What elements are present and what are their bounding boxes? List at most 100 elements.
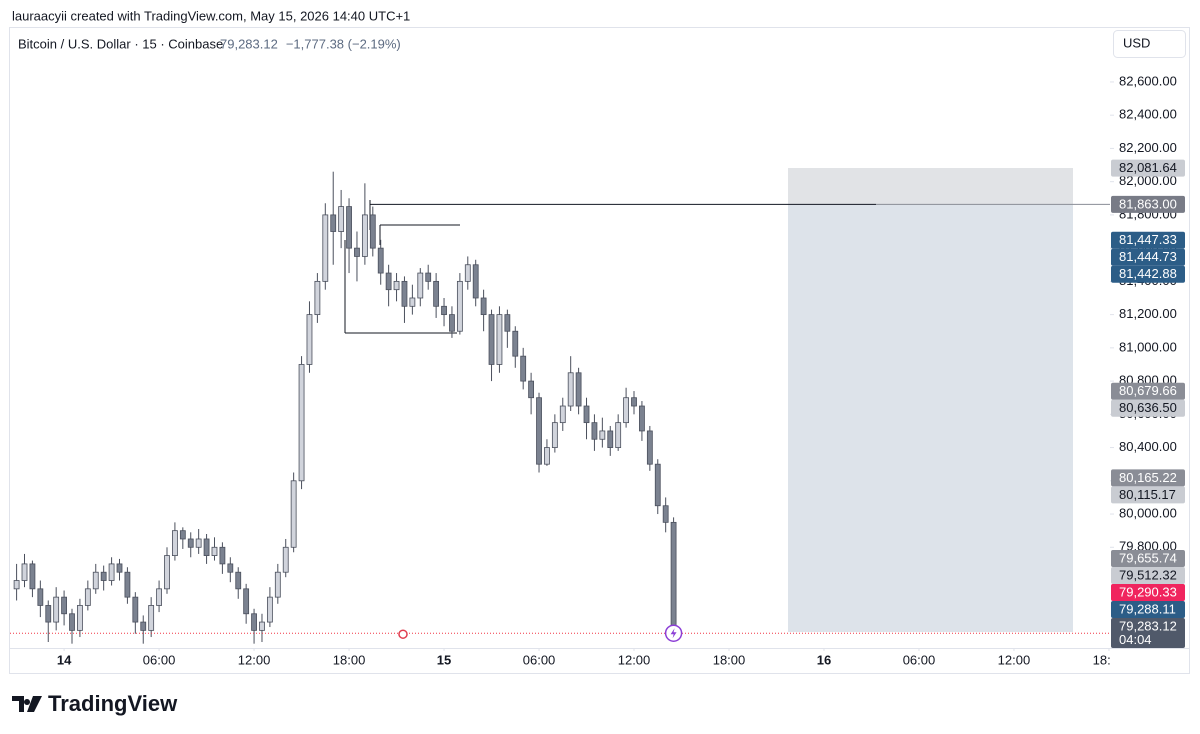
candle-body <box>37 588 44 606</box>
candle-body <box>488 314 495 365</box>
price-tag-label: 79,283.12 <box>1119 618 1177 633</box>
candle-body <box>433 280 440 307</box>
candle-body <box>298 364 305 482</box>
x-tick-label: 16 <box>817 652 831 667</box>
currency-label[interactable]: USD <box>1123 35 1150 50</box>
y-tick-label: 80,400.00 <box>1119 439 1177 454</box>
price-tag <box>1111 195 1185 213</box>
candle-body <box>235 571 242 590</box>
logo-mark <box>12 696 42 712</box>
candle-body <box>274 571 281 598</box>
attribution: lauraacyii created with TradingView.com,… <box>12 8 410 23</box>
realtime-bolt <box>670 628 677 639</box>
candle-body <box>203 538 210 556</box>
price-tag <box>1111 486 1185 504</box>
x-tick-label: 18:00 <box>1093 652 1126 667</box>
price-tag <box>1111 601 1185 618</box>
price-tag-label: 80,165.22 <box>1119 470 1177 485</box>
price-tag <box>1111 550 1185 567</box>
candle-body <box>100 571 107 581</box>
candle-body <box>21 563 28 581</box>
candle-body <box>361 214 368 257</box>
brand-name: TradingView <box>48 691 178 716</box>
candle-body <box>187 538 194 548</box>
price-tag-label: 79,512.32 <box>1119 567 1177 582</box>
last-price: 79,283.12 <box>220 36 278 51</box>
candle-body <box>599 430 606 440</box>
candle-body <box>92 571 99 590</box>
price-tag <box>1111 382 1185 400</box>
y-tick-label: 82,200.00 <box>1119 140 1177 155</box>
candle-body <box>259 621 265 631</box>
price-tag-label: 80,115.17 <box>1119 487 1176 502</box>
currency-button[interactable] <box>1113 30 1186 58</box>
y-tick-label: 82,600.00 <box>1119 73 1177 88</box>
candle-body <box>464 264 471 282</box>
candle-body <box>654 463 661 507</box>
candle-body <box>227 563 234 573</box>
candle-body <box>13 580 20 590</box>
price-tag <box>1111 265 1185 283</box>
x-tick-label: 18:00 <box>713 652 746 667</box>
price-tag <box>1111 584 1185 601</box>
candle-body <box>322 214 329 282</box>
zone-rect <box>788 168 1073 632</box>
candle-body <box>219 546 226 565</box>
candle-body <box>520 355 527 382</box>
price-tag <box>1111 248 1185 266</box>
candle-body <box>504 314 511 332</box>
candle-body <box>623 397 629 424</box>
candle-body <box>124 571 131 598</box>
candle-body <box>243 588 250 615</box>
candle-body <box>567 372 574 407</box>
y-tick-label: 82,000.00 <box>1119 173 1177 188</box>
candle-body <box>393 280 400 291</box>
price-axis: 79,800.0080,000.0080,200.0080,400.0080,6… <box>1110 73 1185 648</box>
candle-body <box>140 621 147 631</box>
price-tag-label: 80,636.50 <box>1119 400 1177 415</box>
y-tick-label: 79,800.00 <box>1119 539 1177 554</box>
x-tick-label: 12:00 <box>238 652 271 667</box>
candle-body <box>425 272 432 282</box>
candle-body <box>646 430 653 465</box>
price-tag-label: 81,442.88 <box>1119 266 1177 281</box>
candle-body <box>69 613 75 631</box>
candle-body <box>409 297 416 307</box>
candle-body <box>211 546 218 556</box>
candle-body <box>591 422 598 440</box>
symbol-title: Bitcoin / U.S. Dollar · 15 · Coinbase <box>18 36 223 51</box>
candle-body <box>251 613 257 631</box>
candle-body <box>496 314 503 365</box>
candle-body <box>132 596 139 623</box>
x-tick-label: 15 <box>437 652 451 667</box>
candle-body <box>385 272 392 291</box>
candle-body <box>607 430 614 448</box>
x-tick-label: 06:00 <box>143 652 176 667</box>
candle-body <box>631 397 637 407</box>
y-tick-label: 82,400.00 <box>1119 107 1177 122</box>
candle-body <box>61 596 67 615</box>
zone-rect-top <box>788 168 1073 205</box>
price-tag <box>1111 469 1185 487</box>
price-tag-label: 81,444.73 <box>1119 249 1177 264</box>
candle-body <box>116 563 123 573</box>
candle-body <box>662 505 669 523</box>
price-tag <box>1111 618 1185 648</box>
x-tick-label: 12:00 <box>618 652 651 667</box>
candle-body <box>29 563 36 590</box>
candle-body <box>377 247 384 274</box>
candle-body <box>670 521 677 634</box>
candle-body <box>401 280 408 307</box>
candle-body <box>449 314 455 332</box>
candle-body <box>172 530 178 556</box>
candle-body <box>456 280 463 332</box>
candle-body <box>53 596 60 623</box>
candle-body <box>472 264 479 299</box>
candle-body <box>551 422 558 448</box>
candle-body <box>512 330 519 357</box>
candle-body <box>441 305 447 316</box>
candle-body <box>354 247 360 257</box>
candle-body <box>164 555 170 590</box>
price-tag-label: 82,081.64 <box>1119 160 1177 175</box>
